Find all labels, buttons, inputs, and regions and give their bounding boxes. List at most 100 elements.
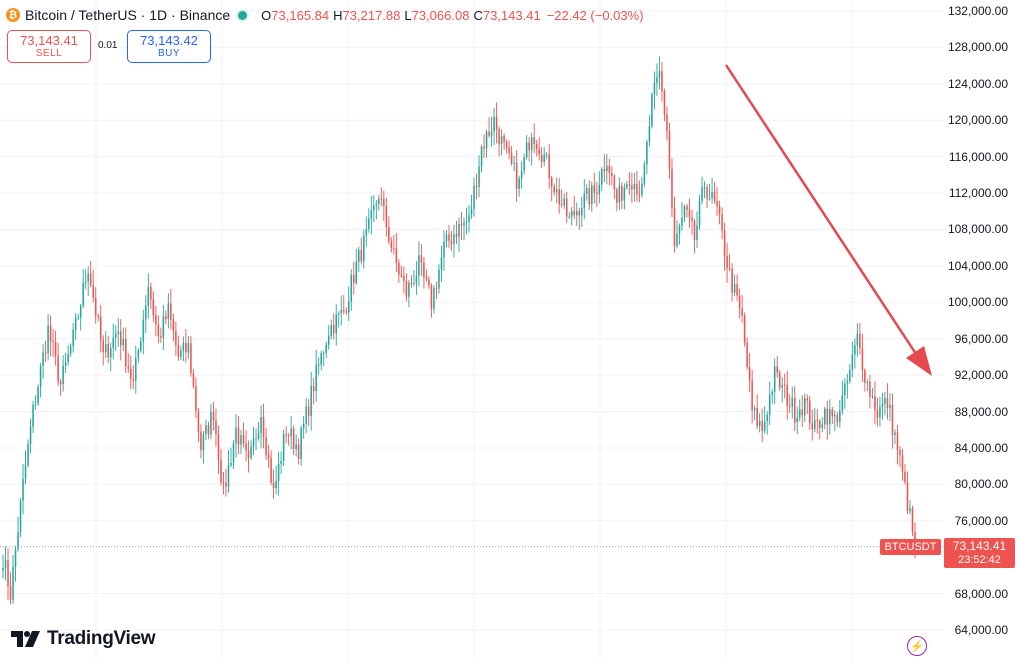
candle-body <box>831 409 834 417</box>
candlestick-chart[interactable] <box>0 0 944 660</box>
candle-body <box>798 409 801 418</box>
candle-body <box>543 154 545 162</box>
candle-body <box>147 287 150 306</box>
candle-body <box>621 185 623 201</box>
candle-body <box>79 305 82 318</box>
candle-body <box>761 421 763 432</box>
candle-body <box>373 205 375 211</box>
candle-body <box>408 282 410 297</box>
candle-body <box>495 116 498 130</box>
candle-body <box>272 482 275 489</box>
candle-body <box>879 406 881 418</box>
candle-body <box>22 478 24 501</box>
sell-button[interactable]: 73,143.41 SELL <box>7 30 91 63</box>
candle-body <box>330 325 332 336</box>
candle-body <box>215 420 217 435</box>
candle-body <box>327 335 330 345</box>
trend-arrow-shaft[interactable] <box>724 64 922 361</box>
candle-body <box>558 189 560 205</box>
candle-body <box>425 277 428 280</box>
price-tick-label: 76,000.00 <box>954 513 1008 528</box>
candle-body <box>841 395 844 411</box>
candle-body <box>458 224 460 237</box>
chart-area[interactable] <box>0 0 944 660</box>
candle-body <box>122 338 125 346</box>
candle-body <box>819 420 821 428</box>
price-tick-label: 96,000.00 <box>954 331 1008 346</box>
candle-body <box>352 274 355 284</box>
candle-body <box>320 352 322 365</box>
candle-body <box>591 185 593 205</box>
candle-body <box>839 410 841 422</box>
candle-body <box>453 234 455 244</box>
candle-body <box>140 341 142 351</box>
price-tick-label: 112,000.00 <box>948 186 1008 201</box>
candle-body <box>676 233 678 247</box>
tradingview-logo[interactable]: TradingView <box>11 628 156 650</box>
candle-body <box>287 435 290 437</box>
candle-body <box>135 358 137 381</box>
candle-body <box>335 314 338 334</box>
candle-body <box>851 354 854 370</box>
candle-body <box>846 381 849 384</box>
last-price: 73,143.41 <box>952 538 1007 553</box>
spread-value: 0.01 <box>98 40 118 51</box>
candle-body <box>773 366 776 392</box>
candle-body <box>165 316 167 320</box>
candle-body <box>500 136 503 145</box>
candle-body <box>275 480 277 489</box>
candle-body <box>678 225 681 234</box>
candle-body <box>733 284 736 293</box>
candle-body <box>413 283 415 285</box>
candle-body <box>418 255 420 276</box>
candle-body <box>102 340 104 352</box>
symbol-title[interactable]: Bitcoin / TetherUS · 1D · Binance <box>25 7 231 23</box>
candle-body <box>793 397 796 423</box>
candle-body <box>796 417 799 423</box>
candle-body <box>706 187 708 199</box>
candle-body <box>478 166 480 188</box>
candle-body <box>180 350 182 357</box>
candle-body <box>653 82 656 95</box>
candle-body <box>4 560 7 569</box>
candle-body <box>726 255 728 268</box>
candle-body <box>240 435 242 445</box>
candle-body <box>513 163 515 165</box>
trend-arrow-head[interactable] <box>906 346 932 376</box>
candle-body <box>137 350 140 359</box>
candle-body <box>247 450 250 458</box>
candle-body <box>337 313 340 315</box>
candle-body <box>545 154 548 156</box>
candle-body <box>370 210 373 219</box>
candle-body <box>593 185 596 193</box>
candle-body <box>538 148 540 155</box>
candle-body <box>277 463 280 481</box>
candle-body <box>721 214 723 231</box>
candle-body <box>9 586 12 600</box>
tradingview-logo-text: TradingView <box>47 628 156 649</box>
price-tick-label: 120,000.00 <box>947 113 1008 128</box>
candle-body <box>703 187 706 189</box>
candle-body <box>480 146 483 167</box>
buy-button[interactable]: 73,143.42 BUY <box>127 30 211 63</box>
price-tick-label: 100,000.00 <box>947 295 1008 310</box>
candle-body <box>150 287 152 300</box>
candle-body <box>109 348 112 358</box>
candle-body <box>701 187 703 202</box>
candle-body <box>688 209 691 218</box>
candle-body <box>380 198 383 200</box>
price-tick-label: 128,000.00 <box>947 40 1008 55</box>
flash-icon[interactable]: ⚡ <box>907 636 927 656</box>
candle-body <box>786 385 788 407</box>
ohlc-low-key: L <box>404 7 412 23</box>
symbol-tag: BTCUSDT <box>880 538 941 555</box>
candle-body <box>849 369 851 382</box>
candle-body <box>648 126 651 142</box>
candle-body <box>82 282 84 306</box>
candle-body <box>530 137 533 151</box>
candle-body <box>586 188 588 194</box>
candle-body <box>87 273 89 282</box>
candle-body <box>205 425 207 435</box>
candle-body <box>390 241 393 249</box>
buy-price: 73,143.42 <box>140 32 198 48</box>
